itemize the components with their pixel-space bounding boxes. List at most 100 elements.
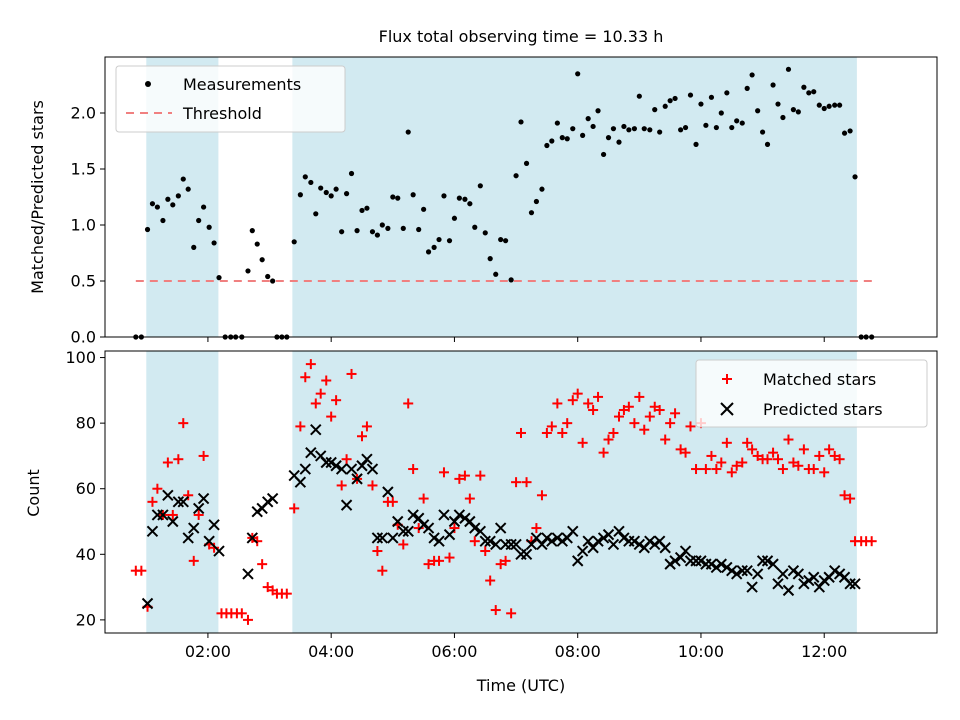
- legend-measurements-marker: [145, 81, 151, 87]
- measurement-point: [431, 244, 437, 250]
- predicted-point: [351, 473, 363, 485]
- matched-point: [598, 447, 609, 458]
- matched-point: [706, 450, 717, 461]
- measurement-point: [841, 130, 848, 136]
- predicted-point: [664, 558, 676, 570]
- predicted-point: [782, 584, 795, 597]
- matched-point: [188, 555, 199, 566]
- predicted-point: [407, 509, 419, 521]
- matched-point: [577, 437, 588, 448]
- measurement-point: [374, 232, 381, 238]
- matched-point: [326, 411, 337, 422]
- measurement-point: [785, 66, 792, 72]
- predicted-point: [266, 492, 279, 505]
- measurement-point: [852, 174, 858, 180]
- predicted-point: [756, 555, 769, 567]
- x-tick-label: 12:00: [801, 642, 847, 661]
- predicted-point: [751, 568, 764, 580]
- measurement-point: [600, 151, 607, 158]
- predicted-point: [546, 535, 558, 547]
- predicted-point: [479, 535, 491, 547]
- matched-point: [459, 470, 470, 481]
- measurement-point: [698, 101, 704, 107]
- legend-matched-marker: [722, 374, 732, 384]
- observing-band: [292, 57, 857, 337]
- measurement-point: [400, 225, 406, 231]
- predicted-point: [402, 525, 414, 538]
- matched-point: [721, 437, 732, 448]
- measurement-point: [687, 92, 694, 98]
- matched-point: [552, 398, 563, 409]
- predicted-point: [345, 463, 358, 475]
- measurement-point: [605, 135, 612, 141]
- matched-point: [845, 493, 856, 504]
- matched-point: [583, 398, 594, 409]
- matched-point: [824, 444, 835, 455]
- bottom-panel-frame: [104, 350, 938, 634]
- matched-point: [716, 457, 727, 468]
- predicted-point: [208, 519, 220, 531]
- predicted-point: [464, 515, 476, 528]
- measurement-point: [348, 170, 355, 177]
- matched-point: [361, 421, 372, 432]
- predicted-point: [505, 538, 517, 551]
- measurement-point: [385, 225, 391, 231]
- measurement-point: [395, 195, 401, 201]
- predicted-point: [674, 551, 687, 564]
- y-tick-label: 0.5: [71, 272, 96, 291]
- x-tick-label: 08:00: [555, 642, 601, 661]
- matched-point: [665, 418, 676, 429]
- measurement-point: [359, 207, 365, 214]
- measurement-point: [662, 103, 668, 109]
- matched-point: [281, 588, 292, 599]
- y-tick-label: 1.0: [71, 216, 96, 235]
- predicted-point: [294, 476, 307, 488]
- y-tick-label: 100: [65, 348, 96, 367]
- predicted-point: [726, 564, 738, 577]
- legend-predicted-marker: [720, 402, 734, 416]
- predicted-point: [197, 492, 210, 505]
- matched-point: [639, 424, 650, 435]
- measurement-point: [313, 211, 319, 217]
- predicted-point: [305, 446, 317, 459]
- predicted-point: [746, 581, 758, 593]
- predicted-point: [412, 512, 425, 524]
- measurement-point: [703, 122, 709, 128]
- matched-point: [562, 418, 573, 429]
- measurement-point: [636, 93, 642, 99]
- measurement-point: [421, 206, 427, 212]
- matched-point: [629, 418, 640, 429]
- matched-point: [295, 421, 306, 432]
- y-tick-label: 0.0: [71, 328, 96, 347]
- matched-point: [700, 464, 711, 475]
- predicted-point: [618, 532, 630, 544]
- measurement-point: [780, 114, 786, 121]
- measurement-point: [254, 241, 260, 247]
- predicted-point: [141, 597, 154, 610]
- predicted-point: [602, 528, 615, 541]
- top-panel: 0.00.51.01.52.0 Matched/Predicted stars …: [28, 56, 938, 347]
- measurement-point: [302, 174, 308, 180]
- predicted-point: [690, 555, 702, 567]
- matched-point: [372, 546, 383, 557]
- matched-point: [377, 565, 388, 576]
- matched-point: [423, 559, 434, 570]
- measurement-point: [446, 238, 453, 244]
- predicted-point: [571, 555, 584, 567]
- predicted-point: [242, 568, 254, 580]
- bottom-x-axis: 02:00 04:00 06:00 08:00 10:00 12:00: [185, 633, 847, 661]
- measurement-point: [328, 193, 334, 199]
- predicted-point: [387, 532, 399, 544]
- top-y-axis-label: Matched/Predicted stars: [28, 100, 47, 294]
- predicted-point: [803, 574, 815, 587]
- measurement-point: [523, 160, 530, 166]
- measurement-point: [191, 244, 197, 250]
- measurement-point: [154, 204, 160, 210]
- predicted-point: [490, 538, 502, 551]
- y-tick-label: 60: [76, 479, 96, 498]
- predicted-point: [459, 512, 471, 524]
- predicted-point: [382, 486, 394, 498]
- predicted-point: [849, 578, 861, 590]
- measurement-point: [308, 179, 314, 186]
- predicted-point: [705, 558, 718, 570]
